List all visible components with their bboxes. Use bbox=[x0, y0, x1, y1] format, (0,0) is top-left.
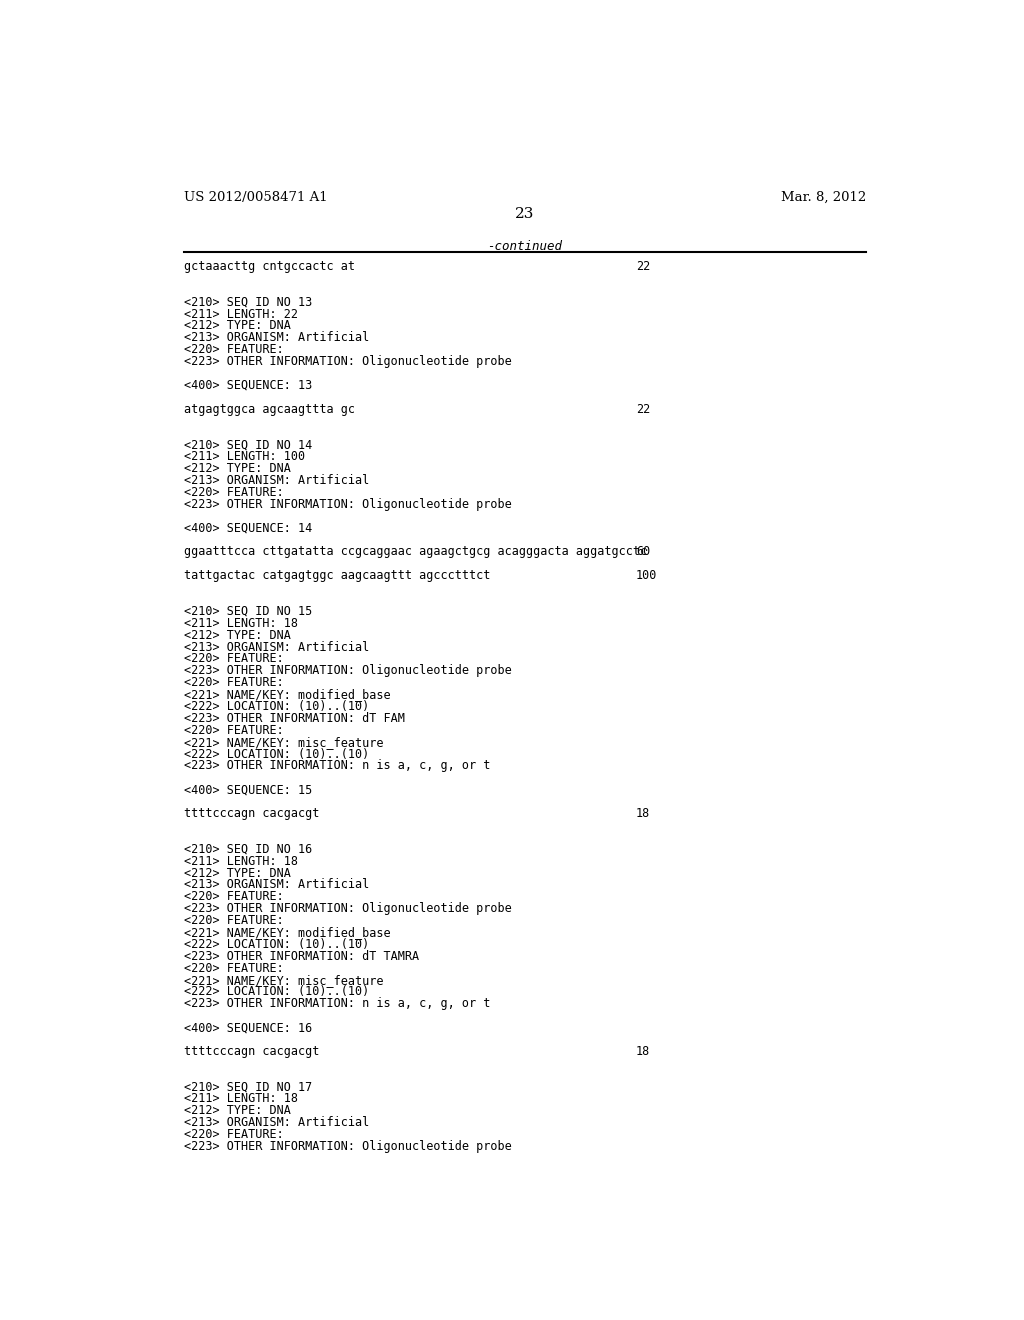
Text: <210> SEQ ID NO 13: <210> SEQ ID NO 13 bbox=[183, 296, 311, 309]
Text: <220> FEATURE:: <220> FEATURE: bbox=[183, 962, 284, 974]
Text: <223> OTHER INFORMATION: Oligonucleotide probe: <223> OTHER INFORMATION: Oligonucleotide… bbox=[183, 355, 511, 368]
Text: <210> SEQ ID NO 16: <210> SEQ ID NO 16 bbox=[183, 842, 311, 855]
Text: <221> NAME/KEY: modified_base: <221> NAME/KEY: modified_base bbox=[183, 688, 390, 701]
Text: <400> SEQUENCE: 14: <400> SEQUENCE: 14 bbox=[183, 521, 311, 535]
Text: <210> SEQ ID NO 15: <210> SEQ ID NO 15 bbox=[183, 605, 311, 618]
Text: <213> ORGANISM: Artificial: <213> ORGANISM: Artificial bbox=[183, 331, 369, 345]
Text: <222> LOCATION: (10)..(10): <222> LOCATION: (10)..(10) bbox=[183, 747, 369, 760]
Text: -continued: -continued bbox=[487, 240, 562, 252]
Text: <223> OTHER INFORMATION: Oligonucleotide probe: <223> OTHER INFORMATION: Oligonucleotide… bbox=[183, 1140, 511, 1154]
Text: 18: 18 bbox=[636, 1045, 650, 1057]
Text: <212> TYPE: DNA: <212> TYPE: DNA bbox=[183, 1105, 291, 1117]
Text: <223> OTHER INFORMATION: Oligonucleotide probe: <223> OTHER INFORMATION: Oligonucleotide… bbox=[183, 664, 511, 677]
Text: <223> OTHER INFORMATION: n is a, c, g, or t: <223> OTHER INFORMATION: n is a, c, g, o… bbox=[183, 998, 489, 1010]
Text: <212> TYPE: DNA: <212> TYPE: DNA bbox=[183, 628, 291, 642]
Text: <210> SEQ ID NO 14: <210> SEQ ID NO 14 bbox=[183, 438, 311, 451]
Text: ttttcccagn cacgacgt: ttttcccagn cacgacgt bbox=[183, 1045, 318, 1057]
Text: 22: 22 bbox=[636, 260, 650, 273]
Text: tattgactac catgagtggc aagcaagttt agccctttct: tattgactac catgagtggc aagcaagttt agccctt… bbox=[183, 569, 489, 582]
Text: <222> LOCATION: (10)..(10): <222> LOCATION: (10)..(10) bbox=[183, 939, 369, 950]
Text: 18: 18 bbox=[636, 807, 650, 820]
Text: <400> SEQUENCE: 13: <400> SEQUENCE: 13 bbox=[183, 379, 311, 392]
Text: <212> TYPE: DNA: <212> TYPE: DNA bbox=[183, 866, 291, 879]
Text: 100: 100 bbox=[636, 569, 657, 582]
Text: <223> OTHER INFORMATION: Oligonucleotide probe: <223> OTHER INFORMATION: Oligonucleotide… bbox=[183, 902, 511, 915]
Text: <220> FEATURE:: <220> FEATURE: bbox=[183, 913, 284, 927]
Text: <211> LENGTH: 22: <211> LENGTH: 22 bbox=[183, 308, 298, 321]
Text: <213> ORGANISM: Artificial: <213> ORGANISM: Artificial bbox=[183, 474, 369, 487]
Text: <220> FEATURE:: <220> FEATURE: bbox=[183, 676, 284, 689]
Text: <223> OTHER INFORMATION: Oligonucleotide probe: <223> OTHER INFORMATION: Oligonucleotide… bbox=[183, 498, 511, 511]
Text: gctaaacttg cntgccactc at: gctaaacttg cntgccactc at bbox=[183, 260, 354, 273]
Text: US 2012/0058471 A1: US 2012/0058471 A1 bbox=[183, 191, 328, 203]
Text: 22: 22 bbox=[636, 403, 650, 416]
Text: <221> NAME/KEY: misc_feature: <221> NAME/KEY: misc_feature bbox=[183, 974, 383, 986]
Text: <210> SEQ ID NO 17: <210> SEQ ID NO 17 bbox=[183, 1081, 311, 1093]
Text: <220> FEATURE:: <220> FEATURE: bbox=[183, 486, 284, 499]
Text: <213> ORGANISM: Artificial: <213> ORGANISM: Artificial bbox=[183, 878, 369, 891]
Text: <211> LENGTH: 18: <211> LENGTH: 18 bbox=[183, 854, 298, 867]
Text: <220> FEATURE:: <220> FEATURE: bbox=[183, 890, 284, 903]
Text: <221> NAME/KEY: modified_base: <221> NAME/KEY: modified_base bbox=[183, 927, 390, 939]
Text: Mar. 8, 2012: Mar. 8, 2012 bbox=[780, 191, 866, 203]
Text: <222> LOCATION: (10)..(10): <222> LOCATION: (10)..(10) bbox=[183, 986, 369, 998]
Text: <211> LENGTH: 18: <211> LENGTH: 18 bbox=[183, 616, 298, 630]
Text: <220> FEATURE:: <220> FEATURE: bbox=[183, 343, 284, 356]
Text: <400> SEQUENCE: 15: <400> SEQUENCE: 15 bbox=[183, 783, 311, 796]
Text: <213> ORGANISM: Artificial: <213> ORGANISM: Artificial bbox=[183, 640, 369, 653]
Text: ggaatttcca cttgatatta ccgcaggaac agaagctgcg acagggacta aggatgcctc: ggaatttcca cttgatatta ccgcaggaac agaagct… bbox=[183, 545, 647, 558]
Text: <221> NAME/KEY: misc_feature: <221> NAME/KEY: misc_feature bbox=[183, 735, 383, 748]
Text: <400> SEQUENCE: 16: <400> SEQUENCE: 16 bbox=[183, 1022, 311, 1034]
Text: <212> TYPE: DNA: <212> TYPE: DNA bbox=[183, 319, 291, 333]
Text: <220> FEATURE:: <220> FEATURE: bbox=[183, 652, 284, 665]
Text: 60: 60 bbox=[636, 545, 650, 558]
Text: ttttcccagn cacgacgt: ttttcccagn cacgacgt bbox=[183, 807, 318, 820]
Text: <213> ORGANISM: Artificial: <213> ORGANISM: Artificial bbox=[183, 1117, 369, 1129]
Text: <223> OTHER INFORMATION: dT TAMRA: <223> OTHER INFORMATION: dT TAMRA bbox=[183, 950, 419, 962]
Text: <211> LENGTH: 18: <211> LENGTH: 18 bbox=[183, 1093, 298, 1105]
Text: <220> FEATURE:: <220> FEATURE: bbox=[183, 1129, 284, 1142]
Text: <223> OTHER INFORMATION: n is a, c, g, or t: <223> OTHER INFORMATION: n is a, c, g, o… bbox=[183, 759, 489, 772]
Text: <220> FEATURE:: <220> FEATURE: bbox=[183, 723, 284, 737]
Text: 23: 23 bbox=[515, 207, 535, 222]
Text: <211> LENGTH: 100: <211> LENGTH: 100 bbox=[183, 450, 305, 463]
Text: <222> LOCATION: (10)..(10): <222> LOCATION: (10)..(10) bbox=[183, 700, 369, 713]
Text: <223> OTHER INFORMATION: dT FAM: <223> OTHER INFORMATION: dT FAM bbox=[183, 711, 404, 725]
Text: atgagtggca agcaagttta gc: atgagtggca agcaagttta gc bbox=[183, 403, 354, 416]
Text: <212> TYPE: DNA: <212> TYPE: DNA bbox=[183, 462, 291, 475]
